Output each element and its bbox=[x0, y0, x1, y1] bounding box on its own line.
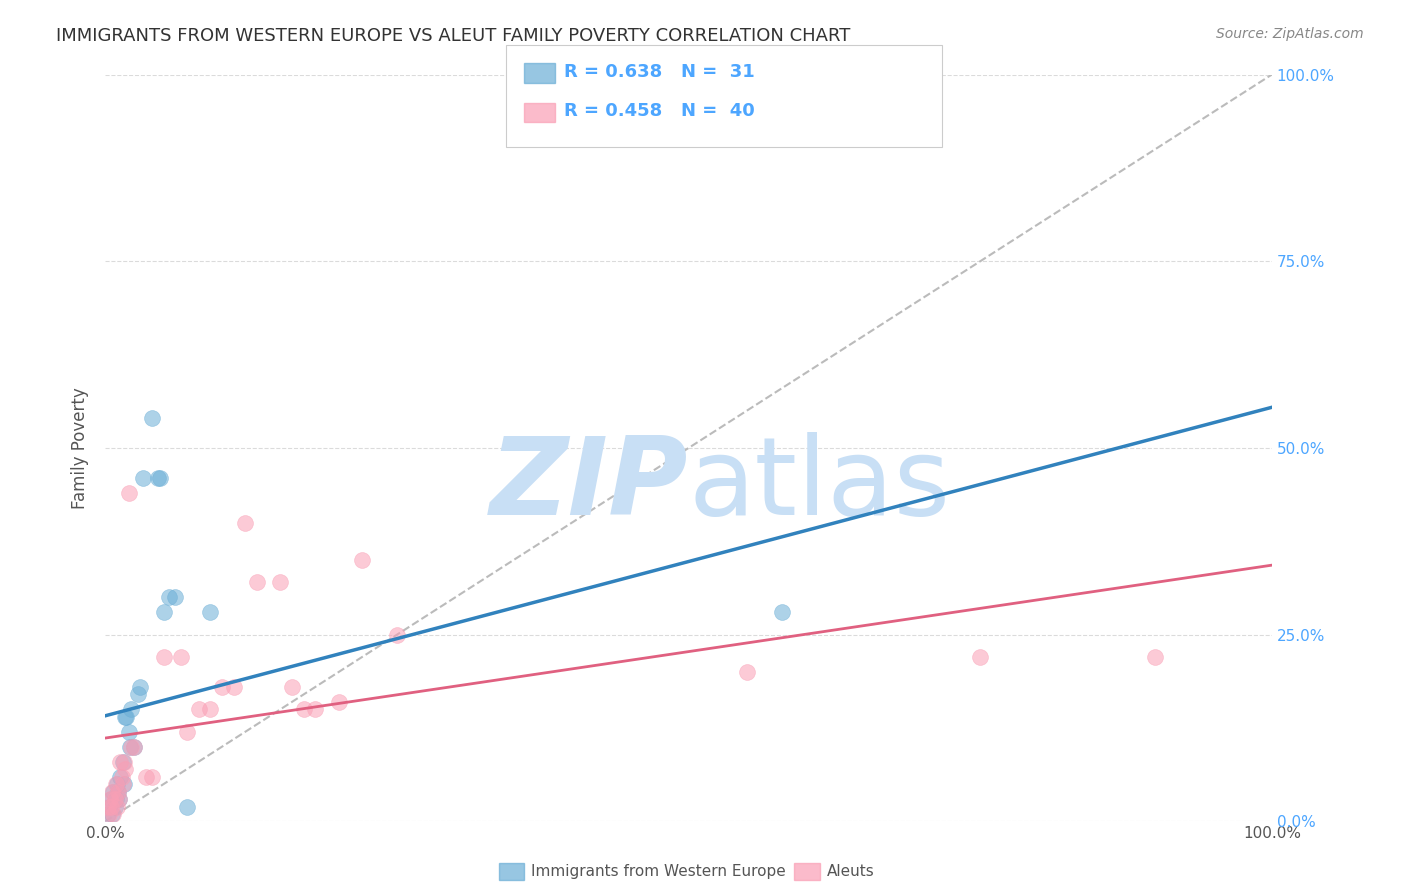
Point bbox=[385, 628, 408, 642]
Text: IMMIGRANTS FROM WESTERN EUROPE VS ALEUT FAMILY POVERTY CORRELATION CHART: IMMIGRANTS FROM WESTERN EUROPE VS ALEUT … bbox=[56, 27, 851, 45]
Point bbox=[187, 702, 209, 716]
Point bbox=[350, 553, 373, 567]
Point bbox=[269, 575, 291, 590]
Point bbox=[222, 680, 245, 694]
Point bbox=[969, 650, 991, 665]
Text: atlas: atlas bbox=[689, 433, 950, 539]
Point bbox=[101, 784, 124, 798]
Point bbox=[176, 724, 198, 739]
Point bbox=[200, 605, 222, 619]
Text: Immigrants from Western Europe: Immigrants from Western Europe bbox=[531, 864, 786, 879]
Point bbox=[104, 777, 127, 791]
Point bbox=[149, 471, 172, 485]
Text: R = 0.458   N =  40: R = 0.458 N = 40 bbox=[564, 103, 755, 120]
Point bbox=[129, 680, 152, 694]
Point bbox=[100, 799, 122, 814]
Text: R = 0.638   N =  31: R = 0.638 N = 31 bbox=[564, 63, 755, 81]
Point bbox=[1144, 650, 1167, 665]
Point bbox=[103, 784, 125, 798]
Point bbox=[152, 605, 174, 619]
Y-axis label: Family Poverty: Family Poverty bbox=[72, 387, 89, 508]
Point bbox=[111, 755, 134, 769]
Point bbox=[135, 770, 157, 784]
Point bbox=[281, 680, 304, 694]
Point bbox=[100, 792, 122, 806]
Point bbox=[115, 710, 138, 724]
Point bbox=[107, 784, 129, 798]
Point bbox=[141, 770, 163, 784]
Point bbox=[110, 755, 132, 769]
Point bbox=[112, 755, 135, 769]
Point bbox=[105, 777, 128, 791]
Point bbox=[117, 485, 139, 500]
Point bbox=[200, 702, 222, 716]
Point bbox=[110, 770, 132, 784]
Point bbox=[112, 777, 135, 791]
Point bbox=[131, 471, 153, 485]
Point bbox=[124, 739, 146, 754]
Point bbox=[233, 516, 256, 530]
Point bbox=[770, 605, 793, 619]
Point bbox=[104, 792, 127, 806]
Point bbox=[107, 784, 129, 798]
Point bbox=[103, 799, 125, 814]
Point bbox=[127, 688, 149, 702]
Point bbox=[108, 792, 131, 806]
Text: Source: ZipAtlas.com: Source: ZipAtlas.com bbox=[1216, 27, 1364, 41]
Point bbox=[328, 695, 350, 709]
Point bbox=[117, 724, 139, 739]
Point bbox=[97, 799, 120, 814]
Point bbox=[152, 650, 174, 665]
Text: Aleuts: Aleuts bbox=[827, 864, 875, 879]
Point bbox=[118, 739, 141, 754]
Point bbox=[211, 680, 233, 694]
Point bbox=[97, 807, 120, 822]
Point bbox=[120, 702, 142, 716]
Point bbox=[246, 575, 269, 590]
Point bbox=[108, 792, 131, 806]
Point bbox=[304, 702, 326, 716]
Point bbox=[101, 807, 124, 822]
Point bbox=[146, 471, 169, 485]
Text: ZIP: ZIP bbox=[491, 433, 689, 539]
Point bbox=[96, 807, 118, 822]
Point bbox=[735, 665, 758, 679]
Point bbox=[292, 702, 315, 716]
Point bbox=[103, 807, 125, 822]
Point bbox=[120, 739, 142, 754]
Point bbox=[114, 762, 136, 776]
Point bbox=[176, 799, 198, 814]
Point bbox=[141, 411, 163, 425]
Point bbox=[165, 591, 187, 605]
Point bbox=[114, 710, 136, 724]
Point bbox=[170, 650, 193, 665]
Point bbox=[98, 792, 121, 806]
Point bbox=[103, 792, 125, 806]
Point bbox=[110, 770, 132, 784]
Point bbox=[157, 591, 180, 605]
Point bbox=[111, 777, 134, 791]
Point bbox=[96, 799, 118, 814]
Point bbox=[105, 799, 128, 814]
Point bbox=[124, 739, 146, 754]
